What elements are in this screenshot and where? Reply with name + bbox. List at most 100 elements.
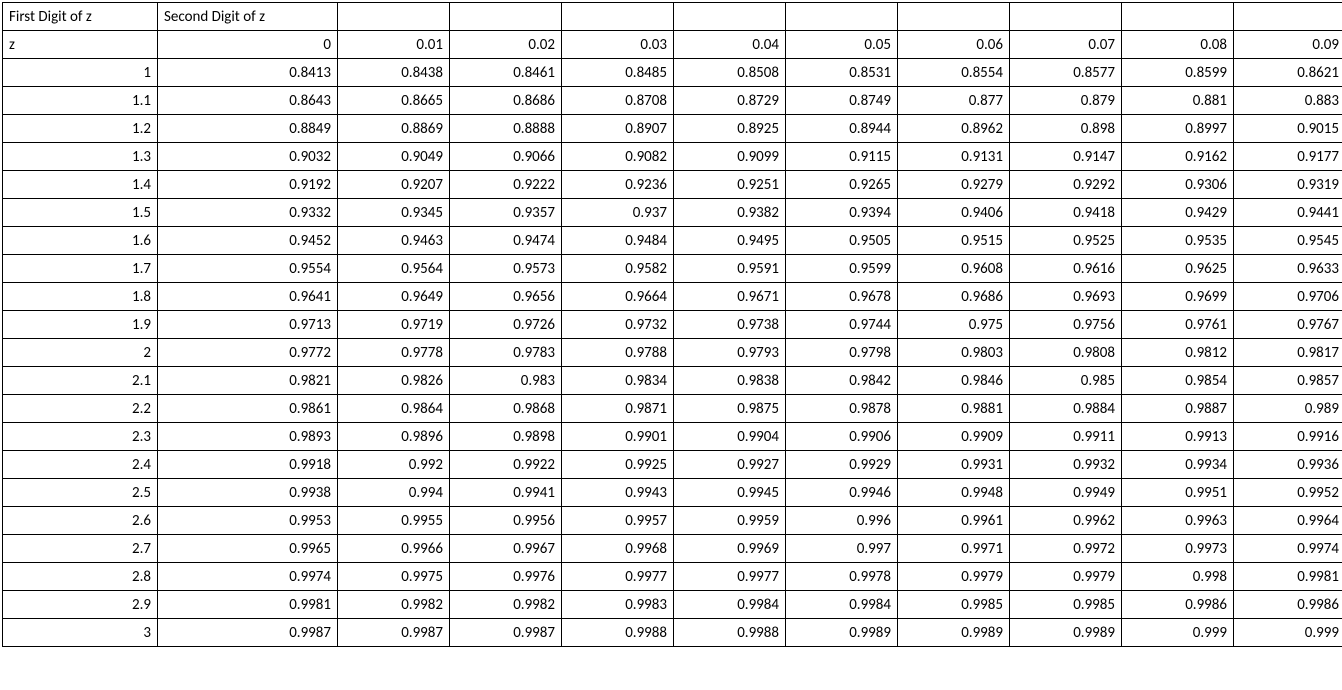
data-cell: 0.9896 — [338, 423, 450, 451]
data-cell: 0.9641 — [158, 283, 338, 311]
data-cell: 0.9382 — [674, 199, 786, 227]
data-cell: 0.9956 — [450, 507, 562, 535]
data-cell: 0.9474 — [450, 227, 562, 255]
data-cell: 0.9985 — [898, 591, 1010, 619]
data-cell: 0.9934 — [1122, 451, 1234, 479]
row-label-cell: 1.1 — [3, 87, 158, 115]
data-cell: 0.9929 — [786, 451, 898, 479]
data-cell: 0.9545 — [1234, 227, 1342, 255]
table-row: 2.90.99810.99820.99820.99830.99840.99840… — [3, 591, 1342, 619]
data-cell: 0.9319 — [1234, 171, 1342, 199]
data-cell: 0.9975 — [338, 563, 450, 591]
table-row: 1.70.95540.95640.95730.95820.95910.95990… — [3, 255, 1342, 283]
data-cell: 0.9904 — [674, 423, 786, 451]
data-cell: 0.9357 — [450, 199, 562, 227]
header-empty-cell — [674, 3, 786, 31]
data-cell: 0.9015 — [1234, 115, 1342, 143]
data-cell: 0.9678 — [786, 283, 898, 311]
row-label-cell: 2.2 — [3, 395, 158, 423]
data-cell: 0.9463 — [338, 227, 450, 255]
data-cell: 0.9761 — [1122, 311, 1234, 339]
column-header: 0.06 — [898, 31, 1010, 59]
data-cell: 0.985 — [1010, 367, 1122, 395]
row-label-cell: 2.4 — [3, 451, 158, 479]
data-cell: 0.9988 — [674, 619, 786, 647]
data-cell: 0.9162 — [1122, 143, 1234, 171]
header-first-digit: First Digit of z — [3, 3, 158, 31]
table-row: 2.60.99530.99550.99560.99570.99590.9960.… — [3, 507, 1342, 535]
data-cell: 0.877 — [898, 87, 1010, 115]
data-cell: 0.9857 — [1234, 367, 1342, 395]
data-cell: 0.9826 — [338, 367, 450, 395]
data-cell: 0.9968 — [562, 535, 674, 563]
data-cell: 0.8925 — [674, 115, 786, 143]
data-cell: 0.989 — [1234, 395, 1342, 423]
data-cell: 0.9983 — [562, 591, 674, 619]
data-cell: 0.8907 — [562, 115, 674, 143]
data-cell: 0.9916 — [1234, 423, 1342, 451]
row-label-cell: 1 — [3, 59, 158, 87]
data-cell: 0.9981 — [1234, 563, 1342, 591]
data-cell: 0.8621 — [1234, 59, 1342, 87]
data-cell: 0.9868 — [450, 395, 562, 423]
data-cell: 0.9901 — [562, 423, 674, 451]
data-cell: 0.9236 — [562, 171, 674, 199]
header-empty-cell — [898, 3, 1010, 31]
data-cell: 0.9115 — [786, 143, 898, 171]
data-cell: 0.9964 — [1234, 507, 1342, 535]
row-label-cell: 1.2 — [3, 115, 158, 143]
data-cell: 0.9082 — [562, 143, 674, 171]
data-cell: 0.8686 — [450, 87, 562, 115]
row-label-cell: 2.5 — [3, 479, 158, 507]
data-cell: 0.937 — [562, 199, 674, 227]
data-cell: 0.9925 — [562, 451, 674, 479]
data-cell: 0.9265 — [786, 171, 898, 199]
data-cell: 0.9808 — [1010, 339, 1122, 367]
data-cell: 0.9177 — [1234, 143, 1342, 171]
data-cell: 0.879 — [1010, 87, 1122, 115]
data-cell: 0.9817 — [1234, 339, 1342, 367]
data-cell: 0.9554 — [158, 255, 338, 283]
data-cell: 0.9884 — [1010, 395, 1122, 423]
data-cell: 0.9345 — [338, 199, 450, 227]
table-row: 1.90.97130.97190.97260.97320.97380.97440… — [3, 311, 1342, 339]
data-cell: 0.9984 — [674, 591, 786, 619]
data-cell: 0.9898 — [450, 423, 562, 451]
row-label-cell: 2.6 — [3, 507, 158, 535]
table-header-row-1: First Digit of z Second Digit of z — [3, 3, 1342, 31]
table-row: 2.40.99180.9920.99220.99250.99270.99290.… — [3, 451, 1342, 479]
data-cell: 0.8599 — [1122, 59, 1234, 87]
header-empty-cell — [1234, 3, 1342, 31]
data-cell: 0.9927 — [674, 451, 786, 479]
data-cell: 0.8749 — [786, 87, 898, 115]
data-cell: 0.9279 — [898, 171, 1010, 199]
data-cell: 0.9418 — [1010, 199, 1122, 227]
data-cell: 0.9394 — [786, 199, 898, 227]
data-cell: 0.9656 — [450, 283, 562, 311]
data-cell: 0.8944 — [786, 115, 898, 143]
data-cell: 0.8643 — [158, 87, 338, 115]
data-cell: 0.9987 — [450, 619, 562, 647]
column-header: 0 — [158, 31, 338, 59]
data-cell: 0.9846 — [898, 367, 1010, 395]
data-cell: 0.9332 — [158, 199, 338, 227]
data-cell: 0.9821 — [158, 367, 338, 395]
data-cell: 0.9977 — [562, 563, 674, 591]
data-cell: 0.9207 — [338, 171, 450, 199]
header-empty-cell — [338, 3, 450, 31]
data-cell: 0.9981 — [158, 591, 338, 619]
data-cell: 0.9961 — [898, 507, 1010, 535]
data-cell: 0.9834 — [562, 367, 674, 395]
data-cell: 0.9978 — [786, 563, 898, 591]
data-cell: 0.9131 — [898, 143, 1010, 171]
data-cell: 0.8531 — [786, 59, 898, 87]
data-cell: 0.9441 — [1234, 199, 1342, 227]
column-header: 0.07 — [1010, 31, 1122, 59]
data-cell: 0.9922 — [450, 451, 562, 479]
data-cell: 0.9977 — [674, 563, 786, 591]
data-cell: 0.9989 — [1010, 619, 1122, 647]
table-row: 2.80.99740.99750.99760.99770.99770.99780… — [3, 563, 1342, 591]
header-empty-cell — [1010, 3, 1122, 31]
row-label-cell: 2.1 — [3, 367, 158, 395]
data-cell: 0.9979 — [1010, 563, 1122, 591]
